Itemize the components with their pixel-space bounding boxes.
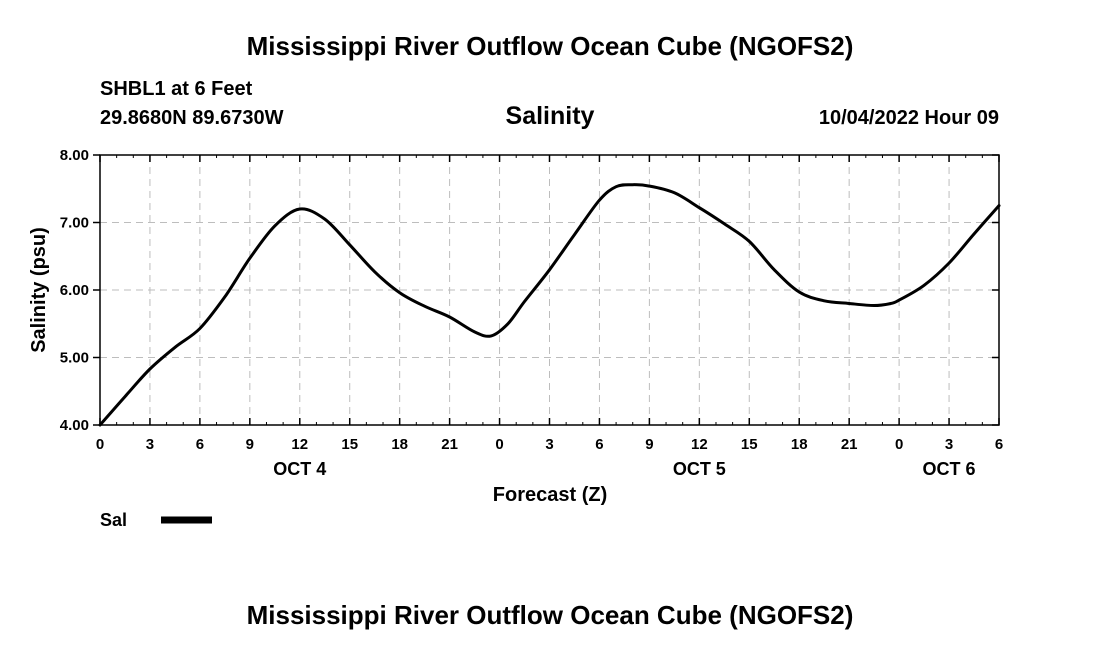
x-tick-label: 21 — [841, 436, 858, 453]
x-tick-label: 15 — [341, 436, 358, 453]
y-tick-label: 6.00 — [60, 282, 89, 299]
legend-label: Sal — [100, 510, 127, 530]
y-axis-title: Salinity (psu) — [28, 227, 50, 353]
x-tick-label: 0 — [495, 436, 503, 453]
series-layer — [98, 183, 1001, 427]
station-label: SHBL1 at 6 Feet — [100, 78, 253, 100]
x-tick-label: 3 — [146, 436, 154, 453]
x-tick-label: 6 — [595, 436, 603, 453]
x-tick-label: 0 — [96, 436, 104, 453]
x-tick-label: 6 — [196, 436, 204, 453]
x-tick-label: 21 — [441, 436, 458, 453]
axis-tick-labels: 0 3 6 9 12 15 18 21 0 3 6 9 12 15 18 21 0 3 6 4.00 5.00 6.00 7… — [60, 147, 1003, 479]
x-axis-title: Forecast (Z) — [493, 484, 607, 506]
y-tick-label: 8.00 — [60, 147, 89, 164]
x-tick-label: 3 — [945, 436, 953, 453]
day-label: OCT 5 — [673, 459, 726, 479]
axis-ticks — [93, 154, 1000, 426]
chart-title: Salinity — [506, 102, 595, 130]
y-tick-label: 5.00 — [60, 350, 89, 367]
x-tick-label: 9 — [246, 436, 254, 453]
x-tick-label: 9 — [645, 436, 653, 453]
x-tick-label: 18 — [791, 436, 808, 453]
main-title-bottom: Mississippi River Outflow Ocean Cube (NG… — [247, 600, 854, 630]
y-tick-label: 7.00 — [60, 215, 89, 232]
x-tick-label: 12 — [291, 436, 308, 453]
series-line-sal — [98, 183, 1001, 427]
day-label: OCT 4 — [273, 459, 326, 479]
x-tick-label: 6 — [995, 436, 1003, 453]
forecast-date: 10/04/2022 Hour 09 — [819, 107, 999, 129]
x-tick-label: 12 — [691, 436, 708, 453]
main-title-top: Mississippi River Outflow Ocean Cube (NG… — [247, 31, 854, 61]
x-tick-label: 0 — [895, 436, 903, 453]
day-label: OCT 6 — [923, 459, 976, 479]
y-tick-label: 4.00 — [60, 417, 89, 434]
x-tick-label: 18 — [391, 436, 408, 453]
x-tick-label: 15 — [741, 436, 758, 453]
x-tick-label: 3 — [545, 436, 553, 453]
station-coordinates: 29.8680N 89.6730W — [100, 107, 284, 129]
grid-lines — [100, 155, 999, 425]
